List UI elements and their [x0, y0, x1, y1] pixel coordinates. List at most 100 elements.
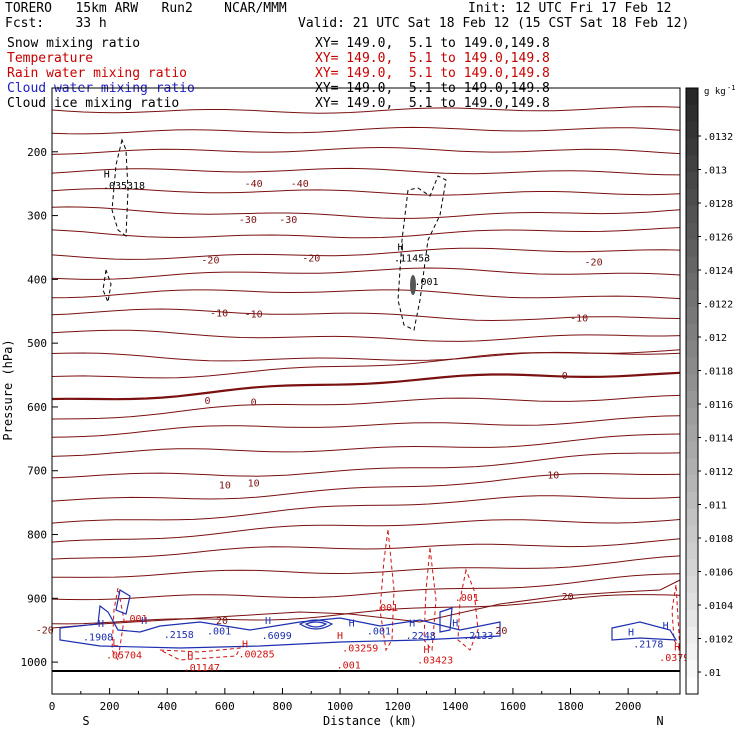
colorbar-swatch	[686, 508, 698, 527]
isotherm-line	[51, 415, 681, 438]
colorbar-label: .0118	[703, 367, 733, 378]
colorbar-label: .0108	[703, 534, 733, 545]
y-tick-label: 200	[27, 146, 47, 159]
y-tick-label: 300	[27, 210, 47, 223]
field-snow-label: Snow mixing ratio	[7, 36, 141, 51]
isotherm-line	[51, 267, 681, 280]
colorbar-label: .011	[703, 501, 727, 512]
colorbar-swatch	[686, 458, 698, 476]
colorbar-swatch	[686, 222, 698, 240]
colorbar-label: .0128	[703, 199, 733, 210]
colorbar-swatch	[686, 357, 698, 375]
temperature-contour-label: -20	[585, 257, 603, 268]
x-tick-label: 1000	[327, 700, 354, 713]
colorbar-swatch	[686, 626, 698, 644]
forecast-hour: Fcst: 33 h	[5, 16, 107, 31]
colorbar-label: .0122	[703, 300, 733, 311]
cloud-water-label: .001	[367, 627, 391, 638]
colorbar-swatch	[686, 323, 698, 341]
cloud-ice-label: H	[104, 169, 110, 180]
cloud-water-label: H	[265, 616, 271, 627]
temperature-contour-label: -30	[279, 215, 297, 226]
temperature-contour-label: 0	[562, 371, 568, 382]
north-end-label: N	[656, 714, 663, 728]
rain-water-label: H	[187, 651, 193, 662]
colorbar-label: .0116	[703, 400, 733, 411]
colorbar-swatch	[686, 441, 698, 459]
colorbar-swatch	[686, 340, 698, 358]
cloud-water-label: H	[409, 618, 415, 629]
x-axis-label: Distance (km)	[323, 714, 417, 728]
cloud-water-label: H	[349, 618, 355, 629]
cloud-water-label: H	[141, 616, 147, 627]
rain-water-label: .001	[337, 660, 361, 671]
cloud-ice-label: .001	[414, 277, 438, 288]
y-tick-label: 800	[27, 529, 47, 542]
isotherm-line	[51, 227, 681, 239]
isotherm-line	[51, 371, 681, 401]
rain-water-label: H	[337, 631, 343, 642]
rain-water-contour	[457, 568, 479, 651]
temperature-contour-label: 10	[248, 479, 260, 490]
colorbar-swatch	[686, 88, 698, 106]
colorbar-label: .0132	[703, 132, 733, 143]
y-tick-label: 600	[27, 401, 47, 414]
x-tick-label: 200	[100, 700, 120, 713]
colorbar-label: .01	[703, 668, 721, 679]
colorbar-swatch	[686, 660, 698, 678]
cloud-water-contours	[59, 589, 678, 649]
x-tick-label: 600	[215, 700, 235, 713]
isotherm-line	[51, 519, 681, 543]
cloud-water-contour	[115, 589, 131, 615]
colorbar-frame	[685, 87, 699, 695]
colorbar-swatch	[686, 492, 698, 510]
colorbar-swatch	[686, 121, 698, 139]
rain-water-label: .03423	[417, 655, 453, 666]
rain-water-contour	[671, 584, 681, 651]
temperature-contour-label: -40	[291, 179, 309, 190]
colorbar-swatch	[686, 290, 698, 308]
colorbar-swatch	[686, 273, 698, 291]
rain-water-label: .01147	[184, 663, 220, 674]
cloud-water-contour	[611, 621, 678, 641]
colorbar-swatch	[686, 593, 698, 611]
cloud-ice-contour	[397, 175, 447, 331]
temperature-contour-label: -40	[245, 179, 263, 190]
temperature-contour-label: -10	[570, 313, 588, 324]
colorbar-label: .0114	[703, 434, 733, 445]
rain-water-contour	[159, 647, 241, 661]
snow-max-shading	[410, 275, 416, 295]
isotherm-line	[51, 433, 681, 457]
rain-water-label: .0379	[659, 653, 689, 664]
temperature-contour-label: 20	[562, 592, 574, 603]
y-axis-label: Pressure (hPa)	[1, 339, 15, 440]
field-cloudice-xy: XY= 149.0, 5.1 to 149.0,149.8	[315, 96, 550, 111]
colorbar-label: .0112	[703, 467, 733, 478]
rain-water-contour	[111, 587, 125, 662]
colorbar-unit: g kg	[704, 87, 726, 97]
isotherm-line	[51, 579, 681, 629]
colorbar-swatch	[686, 189, 698, 207]
colorbar-swatch	[686, 643, 698, 661]
temperature-contour-label: 20	[216, 616, 228, 627]
rain-water-label: .001	[455, 593, 479, 604]
rain-water-label: .05704	[106, 650, 142, 661]
colorbar-swatch	[686, 104, 698, 123]
isotherm-line	[51, 106, 681, 114]
colorbar-label: .013	[703, 166, 727, 177]
colorbar-label: .0104	[703, 601, 733, 612]
rain-water-contour	[379, 529, 395, 652]
rain-water-label: H	[242, 639, 248, 650]
x-tick-label: 400	[157, 700, 177, 713]
cloud-water-contour	[298, 619, 334, 630]
temperature-contour-label: 10	[219, 481, 231, 492]
colorbar-swatch	[686, 205, 698, 224]
temperature-contour-label: -10	[210, 308, 228, 319]
y-tick-label: 700	[27, 465, 47, 478]
cloud-water-contour	[59, 604, 501, 649]
isotherm-line	[51, 188, 681, 196]
cloud-water-label: .6099	[262, 631, 292, 642]
cloud-ice-label: H	[398, 243, 404, 254]
cloud-ice-contour	[102, 269, 112, 304]
contour-labels: -40 -40 -30 -30 -20 -20 -20 -10 -10 -10 0 0 0 10 10 10 2…	[36, 169, 690, 674]
